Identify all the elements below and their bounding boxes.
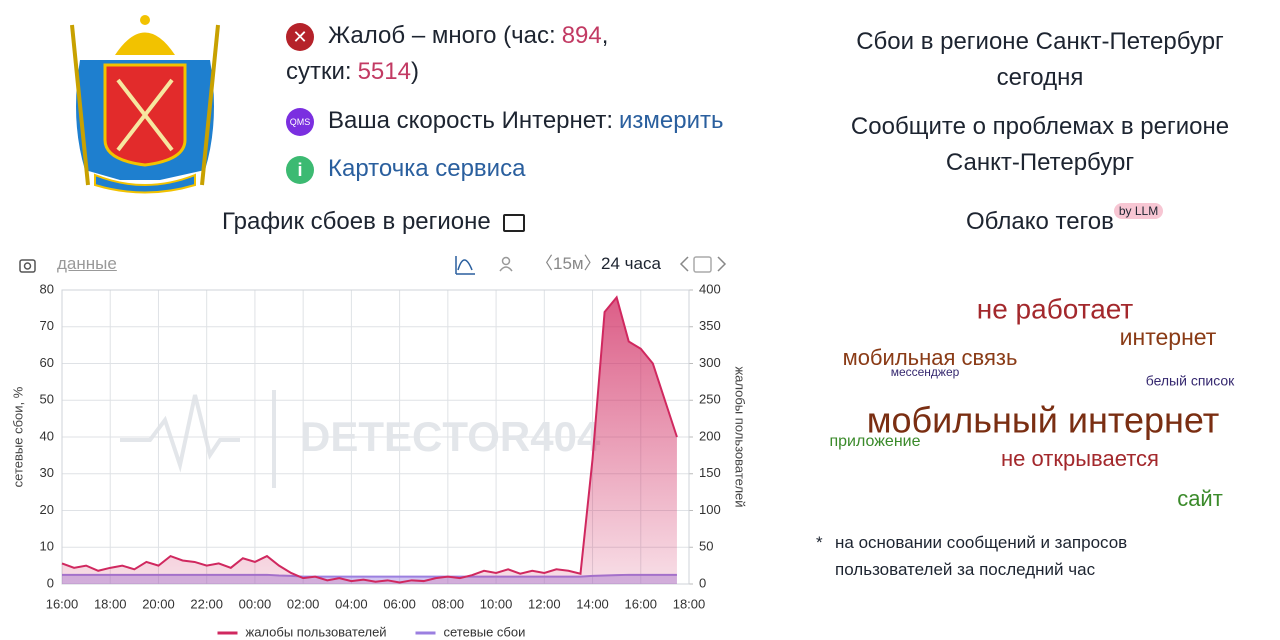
complaints-hour: 894 [561,22,602,49]
complaints-text: Жалоб – много (час: [328,22,556,49]
camera-lens [23,262,32,270]
tag[interactable]: мессенджер [891,365,960,379]
note: на основании сообщений и запросов пользо… [835,533,1128,579]
grid [61,289,690,585]
y2-axis-label: жалобы пользователей [733,366,748,507]
interval-toggle[interactable]: 〈15м〉 [536,254,601,273]
x-tick-label: 10:00 [480,596,513,611]
x-tick-label: 00:00 [239,596,272,611]
chart-title: График сбоев в регионе [222,204,526,240]
complaints-sep: , сутки: [286,22,609,85]
x-tick-label: 18:00 [94,596,127,611]
y-axis-label: сетевые сбои, % [10,386,25,487]
tag[interactable]: интернет [1120,324,1217,350]
x-tick-label: 18:00 [673,596,706,611]
y2-tick-label: 200 [699,428,721,443]
tag[interactable]: мобильный интернет [867,400,1219,441]
complaints-day: 5514 [357,58,411,85]
y-tick-label: 40 [40,428,54,443]
region-title: Сбои в регионе Санкт-Петербург сегодня [856,28,1224,91]
y2-tick-label: 400 [699,281,721,296]
x-tick-label: 06:00 [383,596,416,611]
tag-cloud-title: Облако тегов by LLM [966,203,1164,240]
prev-arrow[interactable] [679,256,689,272]
y2-tick-label: 100 [699,502,721,517]
complaints-close: ) [410,58,419,85]
y-tick-label: 30 [40,465,54,480]
speed: QMS Ваша скорость Интернет: измерить [286,103,766,139]
y2-tick-label: 0 [699,575,706,590]
y-tick-label: 60 [40,355,54,370]
region-report[interactable]: Сообщите о проблемах в регионе Санкт-Пет… [850,113,1230,176]
tag-cloud-title-text: Облако тегов [966,208,1114,235]
service-card-link[interactable]: Карточка сервиса [328,155,526,182]
tag[interactable]: мобильная связь [843,345,1018,370]
tag[interactable]: не открывается [1001,446,1159,471]
chart-title-text: График сбоев в регионе [222,208,491,235]
y-tick-label: 20 [40,502,54,517]
service: i Карточка сервиса [286,151,766,187]
toolbar-icons [19,256,727,275]
legend-label: сетевые сбои [444,624,526,639]
speed-label: Ваша скорость Интернет: [328,107,613,134]
y2-tick-label: 350 [699,318,721,333]
camera-icon[interactable] [19,259,36,273]
calendar-icon[interactable] [693,256,712,273]
tag[interactable]: сайт [1177,486,1223,511]
x-tick-label: 08:00 [432,596,465,611]
y2-tick-label: 250 [699,392,721,407]
monitor-icon [503,213,526,232]
y2-tick-label: 50 [699,539,713,554]
next-arrow[interactable] [717,256,727,272]
coat-of-arms [70,15,220,194]
legend-label: жалобы пользователей [246,624,387,639]
chart-mode-icon[interactable] [455,256,475,275]
tag[interactable]: белый список [1146,373,1235,389]
alert-icon: ✕ [286,22,314,51]
complaints: ✕ Жалоб – много (час: 894, сутки: 5514) [286,18,726,90]
y-tick-label: 70 [40,318,54,333]
x-tick-label: 04:00 [335,596,368,611]
watermark: DETECTOR404 [300,413,601,460]
tag[interactable]: приложение [829,433,920,450]
series-area [62,297,677,584]
x-tick-label: 20:00 [142,596,175,611]
y-tick-label: 0 [47,575,54,590]
user-icon-body [499,266,513,272]
range-toggle[interactable]: 24 часа [601,254,661,273]
y2-tick-label: 150 [699,465,721,480]
tag[interactable]: не работает [977,293,1134,324]
y2-tick-label: 300 [699,355,721,370]
y-tick-label: 10 [40,539,54,554]
user-icon[interactable] [501,256,511,266]
x-tick-label: 02:00 [287,596,320,611]
data-link[interactable]: данные [57,254,117,273]
x-tick-label: 16:00 [624,596,657,611]
x-tick-label: 12:00 [528,596,561,611]
series-line [61,295,678,584]
speed-link[interactable]: измерить [619,107,724,134]
y-tick-label: 50 [40,392,54,407]
note-mark: * [816,533,823,552]
y-tick-label: 80 [40,281,54,296]
info-icon: i [286,155,314,184]
llm-badge: by LLM [1113,203,1164,219]
x-tick-label: 22:00 [190,596,223,611]
x-tick-label: 14:00 [576,596,609,611]
x-tick-label: 16:00 [46,596,79,611]
qms-badge: QMS [286,107,314,136]
